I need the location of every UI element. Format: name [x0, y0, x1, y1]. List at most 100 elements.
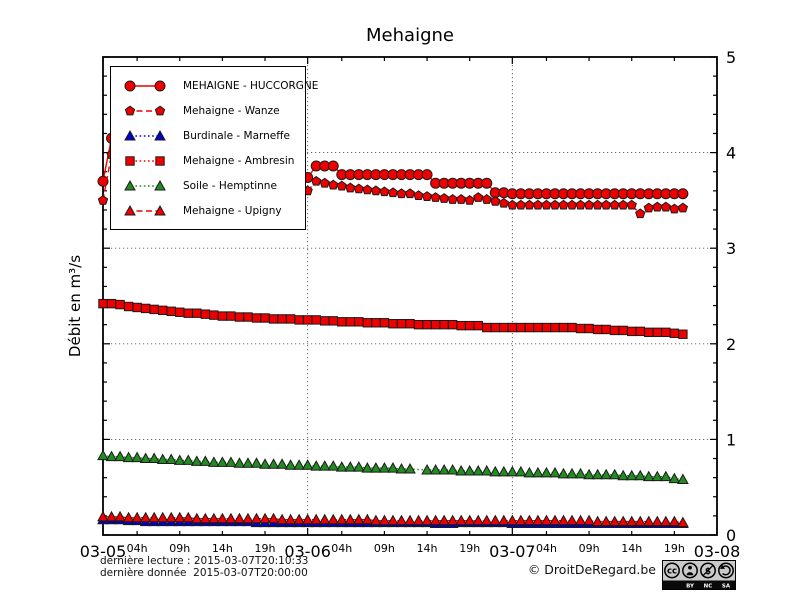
cc-license-badge: cc $ BY NC SA	[662, 560, 736, 590]
series-upigny	[97, 510, 689, 528]
square-marker	[669, 328, 680, 338]
triangle-marker	[250, 457, 263, 468]
pentagon-marker	[336, 180, 347, 191]
square-marker	[328, 316, 338, 326]
x-axis-hour-label: 04h	[536, 542, 557, 555]
triangle-marker	[173, 511, 186, 523]
square-marker	[302, 315, 313, 325]
triangle-marker	[677, 516, 689, 528]
pentagon-marker	[677, 202, 689, 213]
legend-item-hemptinne: Soile - Hemptinne	[111, 175, 305, 197]
triangle-marker	[489, 514, 502, 526]
pentagon-marker	[97, 194, 109, 205]
triangle-marker	[216, 456, 229, 467]
pentagon-marker	[124, 105, 136, 115]
triangle-marker	[446, 514, 459, 526]
circle-marker	[124, 80, 136, 91]
square-marker	[507, 322, 518, 333]
square-marker	[125, 155, 135, 166]
pentagon-marker	[635, 208, 646, 219]
triangle-marker	[148, 511, 161, 523]
square-marker	[354, 317, 364, 327]
triangle-marker	[574, 514, 587, 526]
circle-marker	[421, 169, 433, 181]
square-marker	[430, 319, 441, 330]
legend-item-marneffe: Burdinale - Marneffe	[111, 125, 305, 147]
triangle-marker	[124, 179, 136, 190]
legend-label: Mehaigne - Ambresin	[183, 154, 295, 167]
triangle-marker	[352, 461, 365, 472]
square-marker	[200, 309, 211, 319]
triangle-marker	[480, 464, 493, 476]
square-marker	[584, 323, 594, 334]
triangle-marker	[532, 514, 544, 526]
triangle-marker	[301, 459, 314, 470]
triangle-marker	[625, 515, 638, 527]
triangle-marker	[404, 514, 416, 526]
square-marker	[362, 318, 373, 328]
triangle-marker	[378, 514, 391, 526]
triangle-marker	[267, 458, 280, 469]
triangle-marker	[523, 514, 536, 526]
square-marker	[618, 325, 628, 336]
y-axis-tick-label: 5	[726, 48, 736, 67]
square-marker	[609, 325, 620, 336]
triangle-marker	[625, 469, 638, 481]
triangle-marker	[242, 512, 254, 524]
cc-icon-rings	[664, 562, 734, 579]
triangle-marker	[429, 514, 442, 526]
pentagon-marker	[490, 195, 501, 206]
pentagon-marker	[524, 199, 535, 210]
x-axis-hour-label: 19h	[664, 542, 685, 555]
pentagon-marker	[643, 202, 654, 213]
square-marker	[533, 322, 543, 333]
triangle-marker	[173, 454, 186, 465]
nc-no-dollar-icon: $	[702, 565, 714, 577]
triangle-marker	[124, 204, 136, 215]
triangle-marker	[387, 514, 399, 526]
triangle-marker	[114, 510, 126, 522]
x-axis-hour-label: 09h	[579, 542, 600, 555]
triangle-marker	[370, 514, 382, 526]
svg-text:$: $	[705, 567, 711, 577]
y-axis-tick-label: 4	[726, 144, 736, 163]
triangle-marker	[634, 469, 647, 481]
triangle-marker	[429, 463, 442, 475]
triangle-marker	[438, 463, 450, 475]
triangle-marker	[455, 464, 468, 476]
square-marker	[627, 326, 637, 337]
y-axis-tick-label: 1	[726, 430, 736, 449]
pentagon-marker	[370, 185, 382, 196]
legend-item-wanze: Mehaigne - Wanze	[111, 100, 305, 122]
triangle-marker	[154, 204, 166, 215]
y-axis-label: Débit en m³/s	[66, 254, 84, 358]
pentagon-marker	[456, 194, 467, 204]
square-marker	[388, 319, 398, 329]
triangle-marker	[335, 461, 348, 472]
triangle-marker	[190, 512, 203, 524]
pentagon-marker	[592, 199, 603, 210]
pentagon-marker	[481, 194, 492, 204]
triangle-marker	[284, 459, 297, 470]
square-marker	[456, 320, 466, 331]
triangle-marker	[642, 515, 655, 527]
triangle-marker	[421, 514, 433, 526]
triangle-marker	[489, 465, 502, 477]
triangle-marker	[557, 514, 570, 526]
triangle-marker	[131, 451, 143, 463]
triangle-marker	[583, 514, 595, 526]
triangle-marker	[540, 514, 553, 526]
triangle-marker	[600, 515, 612, 527]
triangle-marker	[105, 450, 118, 462]
triangle-marker	[310, 513, 323, 525]
x-axis-hour-label: 04h	[127, 542, 148, 555]
triangle-marker	[549, 514, 561, 526]
triangle-marker	[404, 463, 416, 474]
triangle-marker	[472, 464, 485, 476]
square-marker	[155, 155, 165, 166]
square-marker	[499, 322, 509, 333]
legend-item-huccorgne: MEHAIGNE - HUCCORGNE	[111, 75, 318, 97]
triangle-marker	[190, 455, 203, 466]
square-marker	[447, 319, 458, 330]
triangle-marker	[276, 458, 288, 469]
